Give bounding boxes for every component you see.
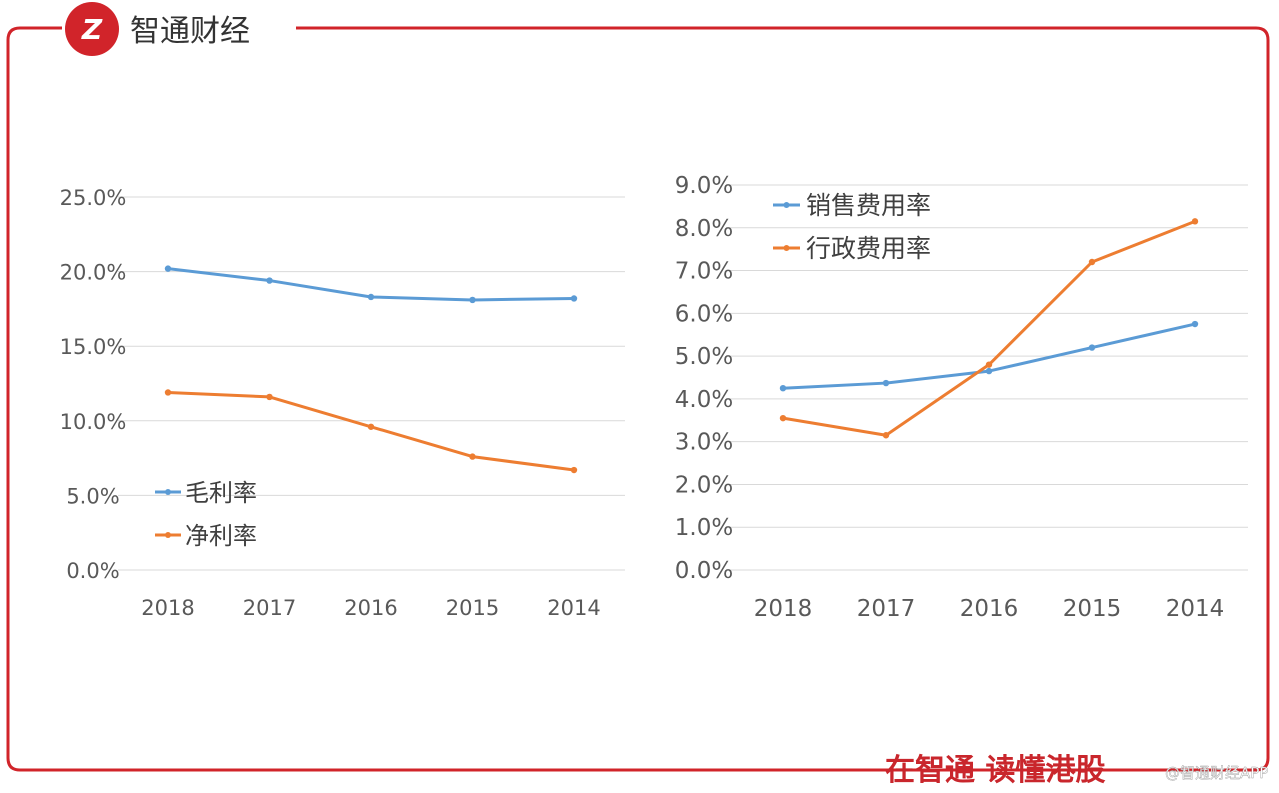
legend-label: 毛利率	[185, 479, 257, 507]
data-point	[367, 423, 375, 430]
x-tick-label: 2016	[344, 596, 397, 620]
data-point	[1088, 344, 1096, 351]
x-tick-label: 2017	[857, 596, 916, 622]
logo-circle-icon	[65, 2, 119, 56]
data-point	[1088, 258, 1096, 266]
y-tick-label: 0.0%	[66, 559, 119, 583]
data-point	[266, 393, 273, 401]
y-tick-label: 0.0%	[675, 558, 733, 584]
data-point	[469, 296, 476, 304]
x-tick-label: 2014	[547, 596, 600, 620]
watermark: @智通财经APP	[1165, 764, 1268, 782]
y-tick-label: 10.0%	[60, 410, 127, 434]
legend-marker	[165, 532, 171, 538]
legend-label: 净利率	[185, 522, 257, 550]
slogan: 在智通 读懂港股	[885, 753, 1105, 788]
legend-label: 销售费用率	[806, 191, 931, 220]
data-point	[570, 466, 578, 474]
data-point	[164, 389, 172, 396]
x-tick-label: 2017	[243, 596, 296, 620]
x-tick-label: 2018	[754, 596, 813, 622]
data-point	[882, 432, 890, 439]
data-point	[164, 265, 172, 272]
data-point	[469, 453, 476, 460]
y-tick-label: 6.0%	[675, 301, 733, 327]
y-tick-label: 9.0%	[675, 173, 733, 199]
margin-chart: 0.0% 5.0% 10.0% 15.0% 20.0% 25.0% 2018 2017 2016…	[60, 186, 625, 620]
y-tick-label: 5.0%	[675, 344, 733, 370]
y-tick-label: 15.0%	[60, 335, 127, 359]
y-tick-label: 3.0%	[675, 430, 733, 456]
brand-name: 智通财经	[130, 14, 250, 49]
data-point	[985, 367, 993, 375]
y-tick-label: 2.0%	[675, 472, 733, 498]
logo-mark-icon: Z	[81, 13, 103, 46]
y-tick-label: 25.0%	[60, 186, 127, 210]
y-tick-label: 7.0%	[675, 259, 733, 285]
legend-label: 行政费用率	[806, 234, 931, 263]
data-point	[266, 277, 273, 284]
data-point	[882, 379, 890, 387]
x-tick-label: 2015	[446, 596, 499, 620]
brand-logo: Z 智通财经	[65, 2, 250, 56]
y-tick-label: 8.0%	[675, 216, 733, 242]
data-point	[779, 414, 787, 422]
frame-border	[6, 26, 1270, 772]
data-point	[367, 293, 375, 301]
x-tick-label: 2015	[1063, 596, 1122, 622]
expense-ratio-chart: 0.0% 1.0% 2.0% 3.0% 4.0% 5.0% 6.0% 7.0% 8.0% 9.0%…	[675, 173, 1248, 622]
legend-marker	[783, 245, 790, 251]
data-point	[779, 384, 787, 392]
legend-marker	[165, 489, 171, 495]
legend-marker	[783, 202, 790, 208]
x-tick-label: 2018	[141, 596, 194, 620]
y-tick-label: 20.0%	[60, 261, 127, 285]
x-tick-label: 2016	[960, 596, 1019, 622]
x-tick-label: 2014	[1166, 596, 1225, 622]
data-point	[985, 361, 993, 368]
data-point	[1191, 218, 1199, 225]
y-tick-label: 1.0%	[675, 515, 733, 541]
y-tick-label: 5.0%	[66, 484, 119, 508]
series-line-2	[167, 390, 575, 472]
y-tick-label: 4.0%	[675, 387, 733, 413]
data-point	[570, 295, 578, 302]
data-point	[1191, 320, 1199, 328]
